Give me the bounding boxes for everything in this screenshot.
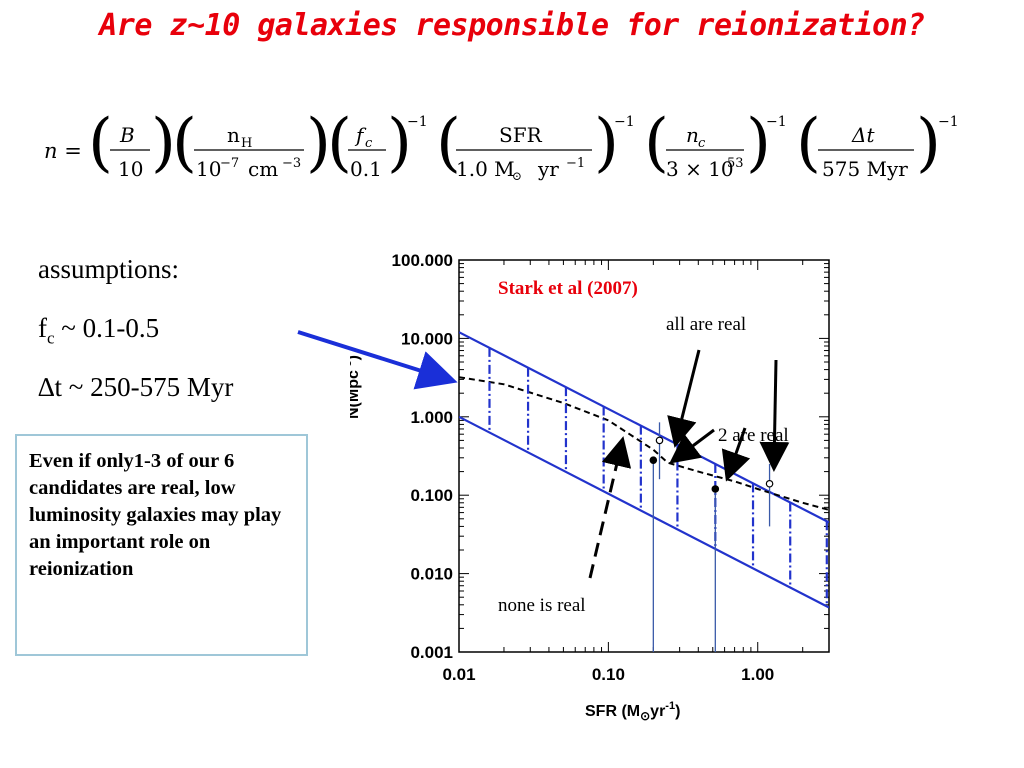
svg-text:(: ( — [172, 108, 197, 180]
svg-text:): ) — [387, 108, 412, 180]
formula-term-4: ( SFR 1.0 M ⊙ yr −1 ) −1 — [436, 106, 635, 183]
bound-line — [459, 331, 829, 524]
svg-text:): ) — [746, 108, 771, 180]
svg-text:H: H — [241, 136, 252, 151]
svg-text:Δt: Δt — [851, 123, 875, 147]
svg-text:10: 10 — [118, 157, 143, 181]
svg-text:−1: −1 — [614, 114, 635, 130]
svg-text:53: 53 — [727, 156, 744, 171]
svg-text:): ) — [306, 108, 331, 180]
points-layer — [649, 422, 774, 652]
y-tick-label: 0.010 — [410, 565, 453, 584]
data-point — [765, 479, 774, 488]
svg-text:−7: −7 — [220, 156, 239, 171]
svg-text:−1: −1 — [407, 114, 428, 130]
formula-term-5: ( n c 3 × 10 53 ) −1 — [644, 106, 787, 181]
annotation-all-real: all are real — [666, 314, 746, 335]
svg-text:−1: −1 — [566, 156, 585, 171]
assumptions-heading: assumptions: — [38, 254, 180, 284]
slide-title: Are z~10 galaxies responsible for reioni… — [99, 8, 925, 43]
arrow-two-real — [721, 427, 751, 482]
svg-text:−1: −1 — [938, 114, 959, 130]
assumption-fc: fc ~ 0.1-0.5 — [38, 313, 160, 348]
svg-text:⊙: ⊙ — [512, 169, 522, 183]
arrow-all-real-left — [667, 349, 701, 448]
svg-text:yr: yr — [537, 157, 559, 181]
x-tick-labels: 0.01 0.10 1.00 — [442, 665, 774, 684]
svg-text:575 Myr: 575 Myr — [822, 157, 908, 181]
svg-text:SFR: SFR — [499, 123, 543, 147]
formula-term-2: ( n H 10 −7 cm −3 ) — [172, 106, 331, 181]
svg-text:−1: −1 — [766, 114, 787, 130]
svg-text:n: n — [227, 123, 240, 147]
formula-term-3: ( f c 0.1 ) −1 — [327, 106, 428, 181]
bound-line — [459, 415, 829, 609]
arrow-two-real-left — [669, 428, 715, 464]
svg-text:(: ( — [88, 108, 113, 180]
y-tick-label: 1.000 — [410, 408, 453, 427]
x-tick-label: 0.01 — [442, 665, 475, 684]
svg-text:): ) — [916, 108, 941, 180]
pointer-arrow-icon — [297, 330, 458, 390]
reionization-formula: n = ( B 10 ) ( n H 10 −7 cm −3 ) ( f c 0… — [44, 106, 994, 198]
conclusion-text: Even if only1-3 of our 6 candidates are … — [29, 450, 282, 580]
svg-text:(: ( — [644, 108, 669, 180]
svg-text:c: c — [365, 136, 373, 151]
x-tick-label: 0.10 — [592, 665, 625, 684]
svg-text:n: n — [686, 123, 699, 147]
y-axis-label: N(Mpc-3) — [350, 355, 362, 419]
y-tick-label: 0.100 — [410, 486, 453, 505]
annotation-two-real: 2 are real — [718, 425, 789, 446]
svg-text:3 × 10: 3 × 10 — [666, 157, 734, 181]
formula-term-1: ( B 10 ) — [88, 106, 176, 181]
formula-lhs: n = — [44, 139, 82, 163]
axis-ticks — [458, 259, 830, 653]
annotation-stark: Stark et al (2007) — [498, 278, 638, 299]
svg-text:cm: cm — [248, 157, 278, 181]
x-tick-label: 1.00 — [741, 665, 774, 684]
series-layer — [459, 331, 829, 609]
formula-term-6: ( Δt 575 Myr ) −1 — [796, 106, 959, 181]
svg-text:): ) — [151, 108, 176, 180]
svg-text:): ) — [594, 108, 619, 180]
svg-text:10: 10 — [196, 157, 221, 181]
svg-text:(: ( — [327, 108, 352, 180]
arrow-none-real — [588, 436, 632, 579]
svg-text:(: ( — [796, 108, 821, 180]
svg-text:1.0 M: 1.0 M — [456, 157, 515, 181]
y-tick-labels: 0.001 0.010 0.100 1.000 10.000 100.000 — [392, 251, 453, 662]
svg-text:B: B — [119, 123, 135, 147]
svg-text:−3: −3 — [282, 156, 301, 171]
svg-text:0.1: 0.1 — [350, 157, 382, 181]
conclusion-box: Even if only1-3 of our 6 candidates are … — [15, 434, 308, 656]
y-tick-label: 0.001 — [410, 643, 453, 662]
plot-frame — [458, 259, 830, 653]
stark-chart: 0.001 0.010 0.100 1.000 10.000 100.000 0.01 0.… — [342, 250, 850, 730]
data-point — [655, 436, 664, 445]
annotation-none-real: none is real — [498, 595, 586, 616]
svg-text:c: c — [698, 136, 706, 151]
data-point — [711, 485, 720, 493]
x-axis-label: SFR (M⊙yr-1) — [585, 700, 680, 723]
assumption-dt: ∆t ~ 250-575 Myr — [38, 372, 234, 402]
svg-text:(: ( — [436, 108, 461, 180]
y-tick-label: 10.000 — [401, 329, 453, 348]
arrow-all-real-right — [759, 359, 790, 472]
y-tick-label: 100.000 — [392, 251, 453, 270]
data-point — [649, 456, 658, 464]
